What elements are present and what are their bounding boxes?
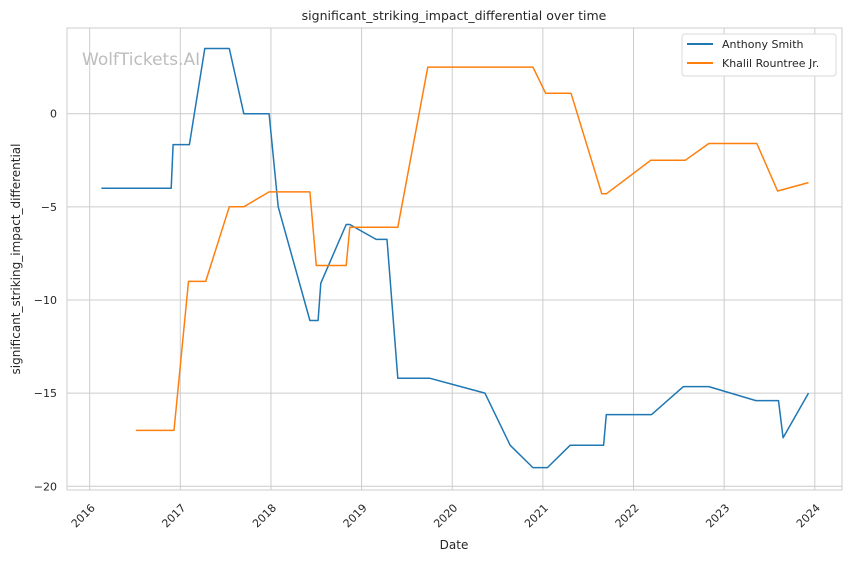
legend: Anthony Smith Khalil Rountree Jr.: [682, 34, 836, 76]
watermark: WolfTickets.AI: [82, 50, 200, 70]
y-tick-label: −20: [34, 480, 57, 493]
x-tick-label: 2019: [341, 501, 370, 530]
x-tick-label: 2018: [250, 501, 279, 530]
legend-label-khalil-rountree: Khalil Rountree Jr.: [722, 57, 819, 70]
x-tick-labels: 2016 2017 2018 2019 2020 2021 2022 2023 2024: [69, 501, 823, 530]
y-tick-label: −15: [34, 387, 57, 400]
x-tick-label: 2024: [794, 501, 823, 530]
x-tick-label: 2023: [703, 501, 732, 530]
chart-title: significant_striking_impact_differential…: [302, 8, 607, 23]
x-tick-label: 2017: [159, 501, 188, 530]
plot-area: [67, 28, 842, 490]
x-tick-label: 2021: [522, 501, 551, 530]
x-axis-label: Date: [440, 538, 469, 552]
legend-label-anthony-smith: Anthony Smith: [722, 38, 804, 51]
y-tick-label: −5: [41, 201, 57, 214]
y-tick-label: 0: [50, 108, 57, 121]
y-tick-labels: 0 −5 −10 −15 −20: [34, 108, 57, 494]
y-axis-label: significant_striking_impact_differential: [9, 144, 23, 375]
y-tick-label: −10: [34, 294, 57, 307]
x-tick-label: 2020: [431, 501, 460, 530]
x-tick-label: 2016: [69, 501, 98, 530]
x-tick-label: 2022: [613, 501, 642, 530]
